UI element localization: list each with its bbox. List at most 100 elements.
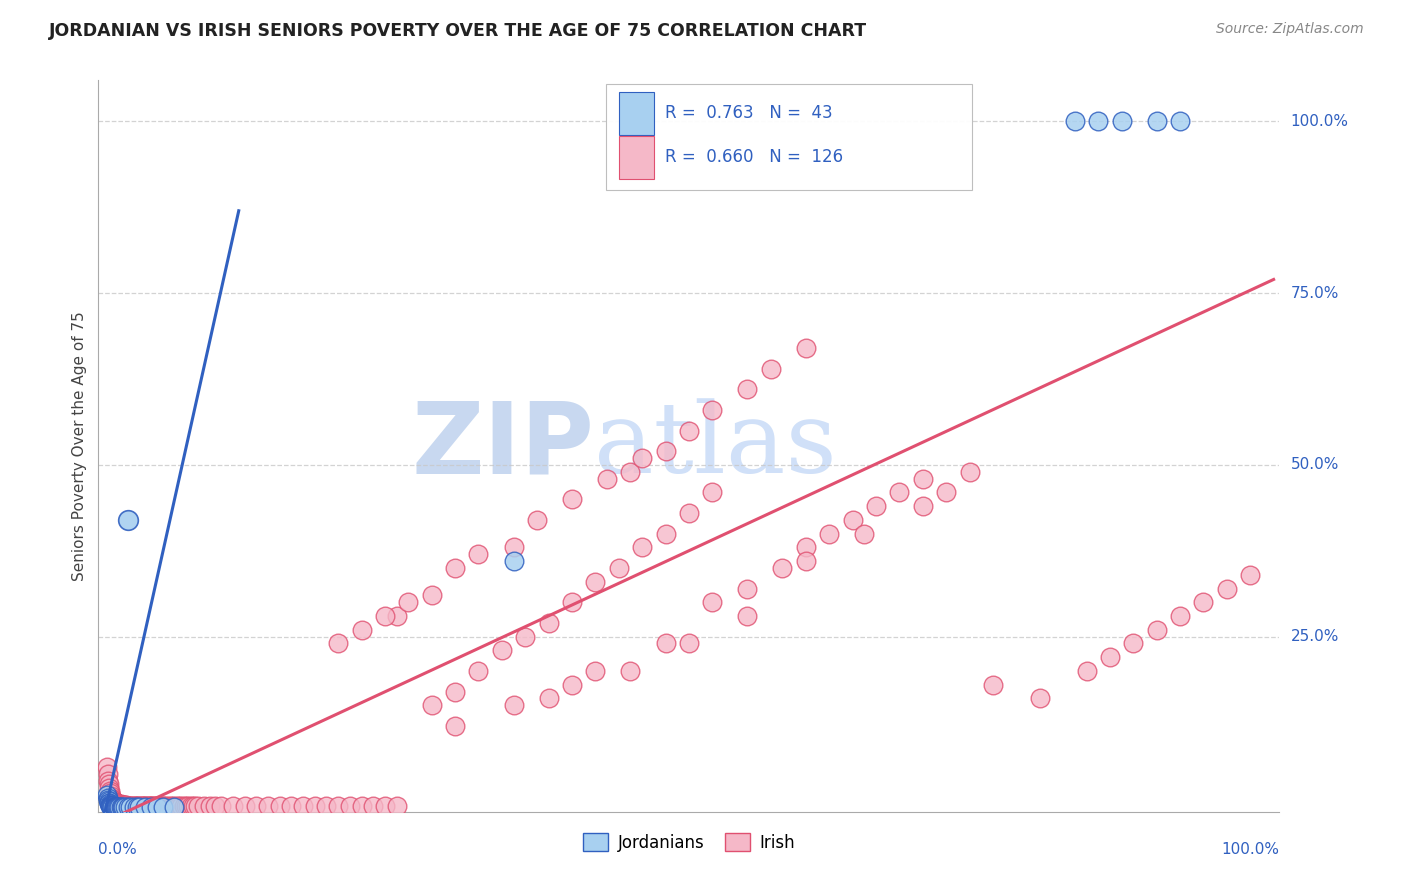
Point bbox=[177, 799, 200, 814]
Text: R =  0.763   N =  43: R = 0.763 N = 43 bbox=[665, 104, 832, 122]
Point bbox=[143, 799, 166, 814]
Point bbox=[350, 623, 373, 637]
Point bbox=[131, 798, 153, 813]
Point bbox=[502, 541, 524, 555]
Point bbox=[702, 403, 724, 417]
Point bbox=[129, 798, 152, 813]
Point bbox=[118, 798, 141, 813]
Point bbox=[794, 341, 817, 355]
Point bbox=[107, 800, 129, 814]
Point bbox=[121, 798, 143, 813]
Point bbox=[111, 797, 134, 812]
Point bbox=[125, 800, 148, 814]
Point bbox=[105, 797, 128, 811]
Point bbox=[125, 798, 148, 813]
Point bbox=[97, 797, 120, 811]
Y-axis label: Seniors Poverty Over the Age of 75: Seniors Poverty Over the Age of 75 bbox=[72, 311, 87, 581]
Point bbox=[135, 799, 157, 814]
Point bbox=[145, 799, 167, 814]
Point bbox=[561, 492, 583, 507]
Text: Source: ZipAtlas.com: Source: ZipAtlas.com bbox=[1216, 22, 1364, 37]
Point bbox=[166, 799, 188, 814]
Point bbox=[103, 794, 125, 808]
Point bbox=[156, 799, 179, 814]
Point bbox=[911, 472, 934, 486]
Point bbox=[631, 450, 654, 465]
Point bbox=[110, 797, 132, 812]
Point bbox=[444, 561, 467, 575]
Point bbox=[146, 800, 169, 814]
Point bbox=[537, 691, 560, 706]
Point bbox=[103, 800, 125, 814]
Point bbox=[911, 499, 934, 513]
Point bbox=[193, 799, 215, 814]
Point bbox=[181, 799, 204, 814]
Point bbox=[114, 797, 136, 812]
Point bbox=[396, 595, 419, 609]
Text: 50.0%: 50.0% bbox=[1291, 458, 1339, 473]
Point bbox=[444, 684, 467, 698]
Point bbox=[114, 800, 136, 814]
Point bbox=[361, 799, 384, 814]
Point bbox=[654, 636, 676, 650]
Point bbox=[103, 795, 125, 809]
Point bbox=[134, 800, 156, 814]
Point bbox=[737, 609, 759, 624]
Point bbox=[537, 615, 560, 630]
Point bbox=[100, 799, 122, 814]
Point bbox=[104, 796, 127, 810]
Point bbox=[124, 798, 146, 813]
Point bbox=[794, 554, 817, 568]
Point bbox=[385, 799, 408, 814]
Point bbox=[561, 595, 583, 609]
Point bbox=[139, 799, 162, 814]
Point bbox=[117, 800, 139, 814]
Point bbox=[111, 800, 134, 814]
Point bbox=[678, 636, 700, 650]
Point bbox=[981, 678, 1004, 692]
Point bbox=[374, 609, 396, 624]
Point bbox=[122, 800, 145, 814]
Point bbox=[103, 800, 125, 814]
Point bbox=[152, 799, 174, 814]
Point bbox=[233, 799, 256, 814]
Point bbox=[385, 609, 408, 624]
Text: ZIP: ZIP bbox=[412, 398, 595, 494]
Point bbox=[163, 800, 186, 814]
Point bbox=[104, 796, 127, 810]
Point bbox=[160, 799, 183, 814]
Point bbox=[152, 800, 174, 814]
Point bbox=[159, 799, 181, 814]
Point bbox=[619, 465, 641, 479]
Point bbox=[818, 526, 841, 541]
Point bbox=[117, 798, 139, 813]
Point bbox=[350, 799, 373, 814]
Text: 100.0%: 100.0% bbox=[1291, 114, 1348, 129]
Point bbox=[138, 799, 160, 814]
Point bbox=[100, 799, 122, 814]
Point bbox=[132, 798, 155, 813]
Text: 25.0%: 25.0% bbox=[1291, 629, 1339, 644]
Point bbox=[1146, 623, 1168, 637]
FancyBboxPatch shape bbox=[619, 136, 654, 178]
Point bbox=[112, 797, 135, 812]
Text: R =  0.660   N =  126: R = 0.660 N = 126 bbox=[665, 148, 844, 166]
Point bbox=[935, 485, 957, 500]
Point bbox=[315, 799, 337, 814]
Point bbox=[515, 630, 537, 644]
Point bbox=[959, 465, 981, 479]
Point bbox=[1087, 114, 1109, 128]
Point bbox=[304, 799, 326, 814]
Point bbox=[759, 361, 782, 376]
Point bbox=[146, 799, 169, 814]
Point bbox=[1029, 691, 1052, 706]
Point bbox=[97, 777, 120, 791]
Point bbox=[98, 784, 121, 798]
Legend: Jordanians, Irish: Jordanians, Irish bbox=[576, 826, 801, 858]
Point bbox=[1076, 664, 1098, 678]
Point bbox=[1146, 114, 1168, 128]
Point bbox=[654, 526, 676, 541]
Point bbox=[97, 796, 120, 810]
Point bbox=[583, 574, 606, 589]
Point bbox=[149, 799, 172, 814]
